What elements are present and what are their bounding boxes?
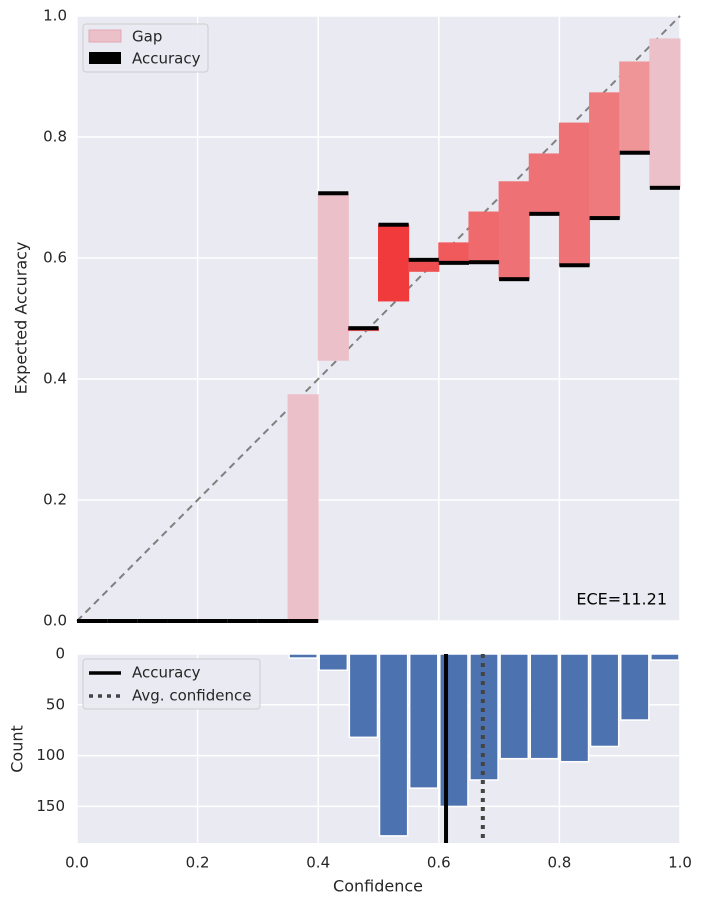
histogram-bar	[529, 653, 560, 760]
histogram-bar	[408, 653, 439, 789]
histogram-bar	[439, 653, 469, 808]
accuracy-bar	[257, 619, 289, 623]
legend-label: Avg. confidence	[132, 687, 251, 705]
accuracy-bar	[468, 260, 500, 265]
gap-bar	[468, 211, 500, 263]
legend-label: Accuracy	[132, 50, 201, 68]
y-tick-label: 50	[46, 695, 65, 713]
accuracy-bar	[649, 185, 680, 190]
x-tick-label: 0.6	[427, 854, 451, 872]
annotation: ECE=11.21	[576, 590, 667, 609]
accuracy-bar	[529, 211, 560, 216]
accuracy-bar	[77, 619, 108, 623]
x-tick-label: 0.2	[186, 854, 210, 872]
diagonal	[76, 15, 681, 622]
accuracy-bar	[197, 619, 228, 623]
x-axis-label: Confidence	[333, 877, 423, 896]
accuracy-bar	[559, 263, 590, 268]
accuracy-bar	[348, 326, 379, 331]
accuracy-bar	[107, 619, 138, 623]
y-tick-label: 0.4	[43, 370, 67, 388]
accuracy-bar	[589, 216, 620, 221]
x-tick-label: 0.8	[547, 854, 571, 872]
gap-bar	[438, 242, 470, 264]
histogram-bar	[499, 653, 530, 760]
accuracy-bar	[438, 260, 469, 265]
legend-box	[82, 658, 261, 710]
accuracy-bar	[137, 619, 168, 623]
histogram-bar	[288, 653, 318, 659]
x-tick-label: 1.0	[668, 854, 692, 872]
legend-swatch	[88, 29, 122, 43]
y-tick-label: 0.0	[43, 612, 67, 630]
histogram-bar	[589, 653, 620, 748]
x-tick-label: 0.0	[65, 854, 89, 872]
accuracy-bar	[619, 150, 650, 155]
histogram-bar	[318, 653, 349, 672]
y-tick-label: 0	[55, 645, 65, 663]
histogram-bar	[559, 653, 590, 763]
legend-label: Gap	[132, 28, 162, 46]
gap-bar	[649, 38, 681, 189]
accuracy-bar	[378, 222, 409, 227]
y-axis-label: Expected Accuracy	[12, 242, 31, 395]
gap-bar	[317, 192, 349, 361]
gap-bar	[619, 61, 651, 154]
y-tick-label: 100	[36, 746, 65, 764]
legend-label: Accuracy	[132, 664, 201, 682]
accuracy-bar	[318, 191, 349, 196]
gap-bar	[378, 224, 410, 302]
y-tick-label: 0.8	[43, 128, 67, 146]
y-tick-label: 1.0	[43, 7, 67, 25]
gap-bar	[287, 394, 319, 622]
accuracy-bar	[167, 619, 198, 623]
y-tick-label: 0.6	[43, 249, 67, 267]
accuracy-bar	[408, 257, 439, 262]
y-tick-label: 0.2	[43, 491, 67, 509]
accuracy-bar	[227, 619, 258, 623]
gap-bar	[589, 92, 621, 219]
histogram-bar	[619, 653, 650, 721]
gap-bar	[558, 122, 591, 266]
accuracy-bar	[499, 277, 530, 282]
legend-swatch	[89, 52, 121, 64]
gap-bar	[528, 153, 560, 215]
x-tick-label: 0.4	[306, 854, 330, 872]
histogram-bar	[650, 653, 680, 661]
histogram-bar	[378, 653, 409, 837]
histogram-bar	[348, 653, 379, 739]
accuracy-bar	[288, 619, 319, 623]
gap-bar	[498, 181, 530, 280]
y-axis-label: Count	[8, 725, 27, 773]
y-tick-label: 150	[36, 797, 65, 815]
